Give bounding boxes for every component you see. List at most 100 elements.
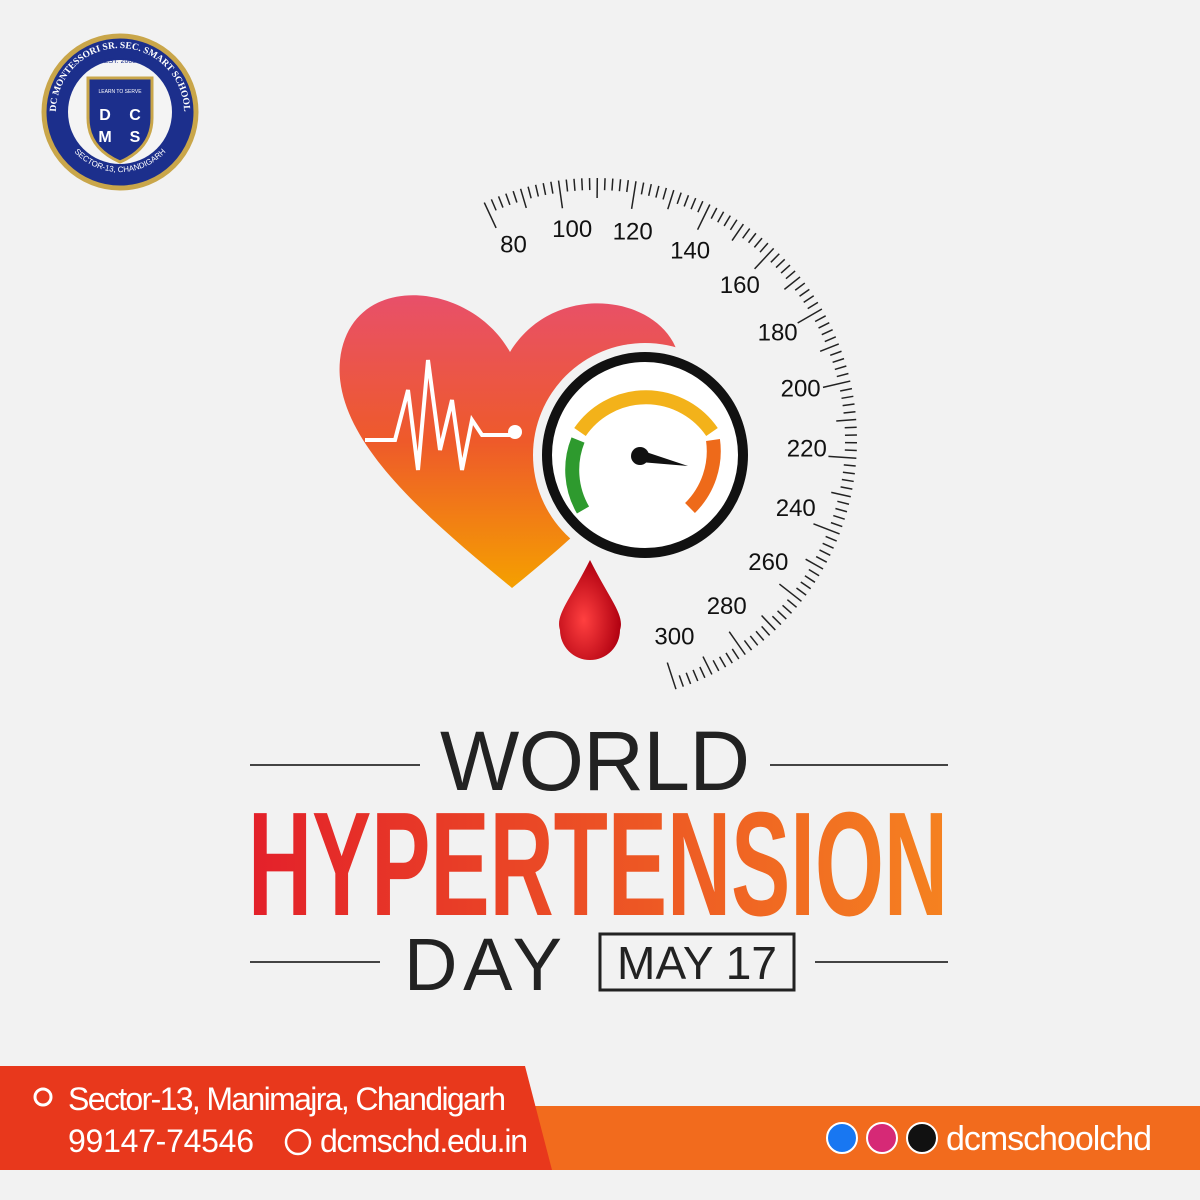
scale-label: 100 <box>552 216 592 243</box>
scale-tick <box>786 599 798 608</box>
scale-tick <box>834 365 847 371</box>
scale-label: 260 <box>748 549 788 576</box>
scale-tick <box>527 186 532 199</box>
scale-tick <box>770 253 780 263</box>
footer-address: Sector-13, Manimajra, Chandigarh <box>68 1081 506 1117</box>
pulse-dot <box>508 425 522 439</box>
scale-tick <box>841 395 854 400</box>
scale-tick <box>696 204 711 231</box>
title-date: MAY 17 <box>617 937 777 989</box>
scale-tick <box>662 187 668 200</box>
scale-tick <box>808 568 820 577</box>
scale-tick <box>841 478 854 483</box>
scale-tick <box>749 635 759 646</box>
scale-tick <box>747 232 757 244</box>
scale-tick <box>565 179 569 192</box>
pressure-gauge <box>533 343 757 567</box>
scale-tick <box>573 178 576 191</box>
scale-label: 200 <box>781 375 821 402</box>
scale-tick <box>843 410 856 414</box>
scale-tick <box>777 610 787 620</box>
scale-tick <box>840 387 853 392</box>
facebook-icon[interactable] <box>826 1122 858 1154</box>
scale-tick <box>685 672 692 685</box>
scale-tick <box>754 247 775 270</box>
x-icon[interactable] <box>906 1122 938 1154</box>
scale-tick <box>505 193 511 206</box>
scale-tick <box>819 343 840 353</box>
scale-tick <box>780 264 791 274</box>
scale-tick <box>828 455 857 460</box>
instagram-icon[interactable] <box>866 1122 898 1154</box>
scale-tick <box>830 521 843 528</box>
scale-tick <box>832 357 845 364</box>
logo-est: EST. 2008 <box>104 58 136 65</box>
scale-tick <box>797 308 823 324</box>
scale-label: 80 <box>500 231 527 258</box>
logo-letter: S <box>130 129 141 146</box>
scale-tick <box>803 295 815 304</box>
scale-tick <box>819 549 831 556</box>
scale-tick <box>483 202 497 229</box>
scale-tick <box>840 486 853 490</box>
scale-tick <box>833 514 845 520</box>
scale-tick <box>785 270 796 280</box>
scale-tick <box>831 491 851 498</box>
scale-tick <box>771 615 782 626</box>
scale-tick <box>728 631 746 656</box>
scale-tick <box>710 207 718 220</box>
scale-tick <box>731 648 740 660</box>
scale-tick <box>666 662 677 690</box>
title: WORLD HYPERTENSION DAY MAY 17 <box>248 714 948 1006</box>
scale-tick <box>822 542 834 549</box>
scale-tick <box>761 615 776 631</box>
scale-tick <box>542 183 547 196</box>
scale-tick <box>843 464 856 467</box>
scale-tick <box>723 215 731 227</box>
scale-tick <box>755 630 765 641</box>
scale-tick <box>667 189 675 210</box>
scale-tick <box>490 199 497 211</box>
scale-tick <box>731 223 745 241</box>
scale-tick <box>836 418 857 422</box>
scale-tick <box>761 625 771 636</box>
footer-phone: 99147-74546 <box>68 1123 254 1159</box>
scale-tick <box>550 181 554 194</box>
scale-tick <box>497 196 504 208</box>
scale-tick <box>782 604 793 614</box>
scale-tick <box>580 178 584 191</box>
logo-letter: C <box>129 107 141 124</box>
scale-tick <box>534 184 540 197</box>
scale-tick <box>778 583 802 602</box>
scale-tick <box>690 197 697 210</box>
blood-drop <box>559 560 621 660</box>
scale-tick <box>611 178 614 191</box>
scale-tick <box>699 666 706 679</box>
title-day: DAY <box>404 923 562 1006</box>
logo-letter: M <box>98 129 111 146</box>
scale-tick <box>821 329 833 336</box>
scale-tick <box>825 535 837 542</box>
scale-tick <box>796 587 807 596</box>
scale-tick <box>837 500 850 505</box>
scale-tick <box>753 237 763 248</box>
scale-tick <box>729 219 738 231</box>
scale-tick <box>676 192 682 205</box>
scale-tick <box>804 575 816 583</box>
scale-tick <box>836 372 849 378</box>
scale-tick <box>807 301 819 310</box>
scale-tick <box>842 403 855 407</box>
logo-motto: LEARN TO SERVE <box>98 89 142 95</box>
scale-tick <box>640 182 645 195</box>
scale-tick <box>742 228 751 239</box>
scale-tick <box>678 675 685 687</box>
scale-label: 220 <box>787 436 827 463</box>
scale-tick <box>783 276 801 290</box>
scale-tick <box>759 242 769 253</box>
scale-label: 300 <box>654 624 694 651</box>
scale-tick <box>775 258 786 269</box>
scale-tick <box>630 181 637 209</box>
footer-social: dcmschoolchd <box>946 1120 1152 1158</box>
pulse-line <box>365 359 515 471</box>
